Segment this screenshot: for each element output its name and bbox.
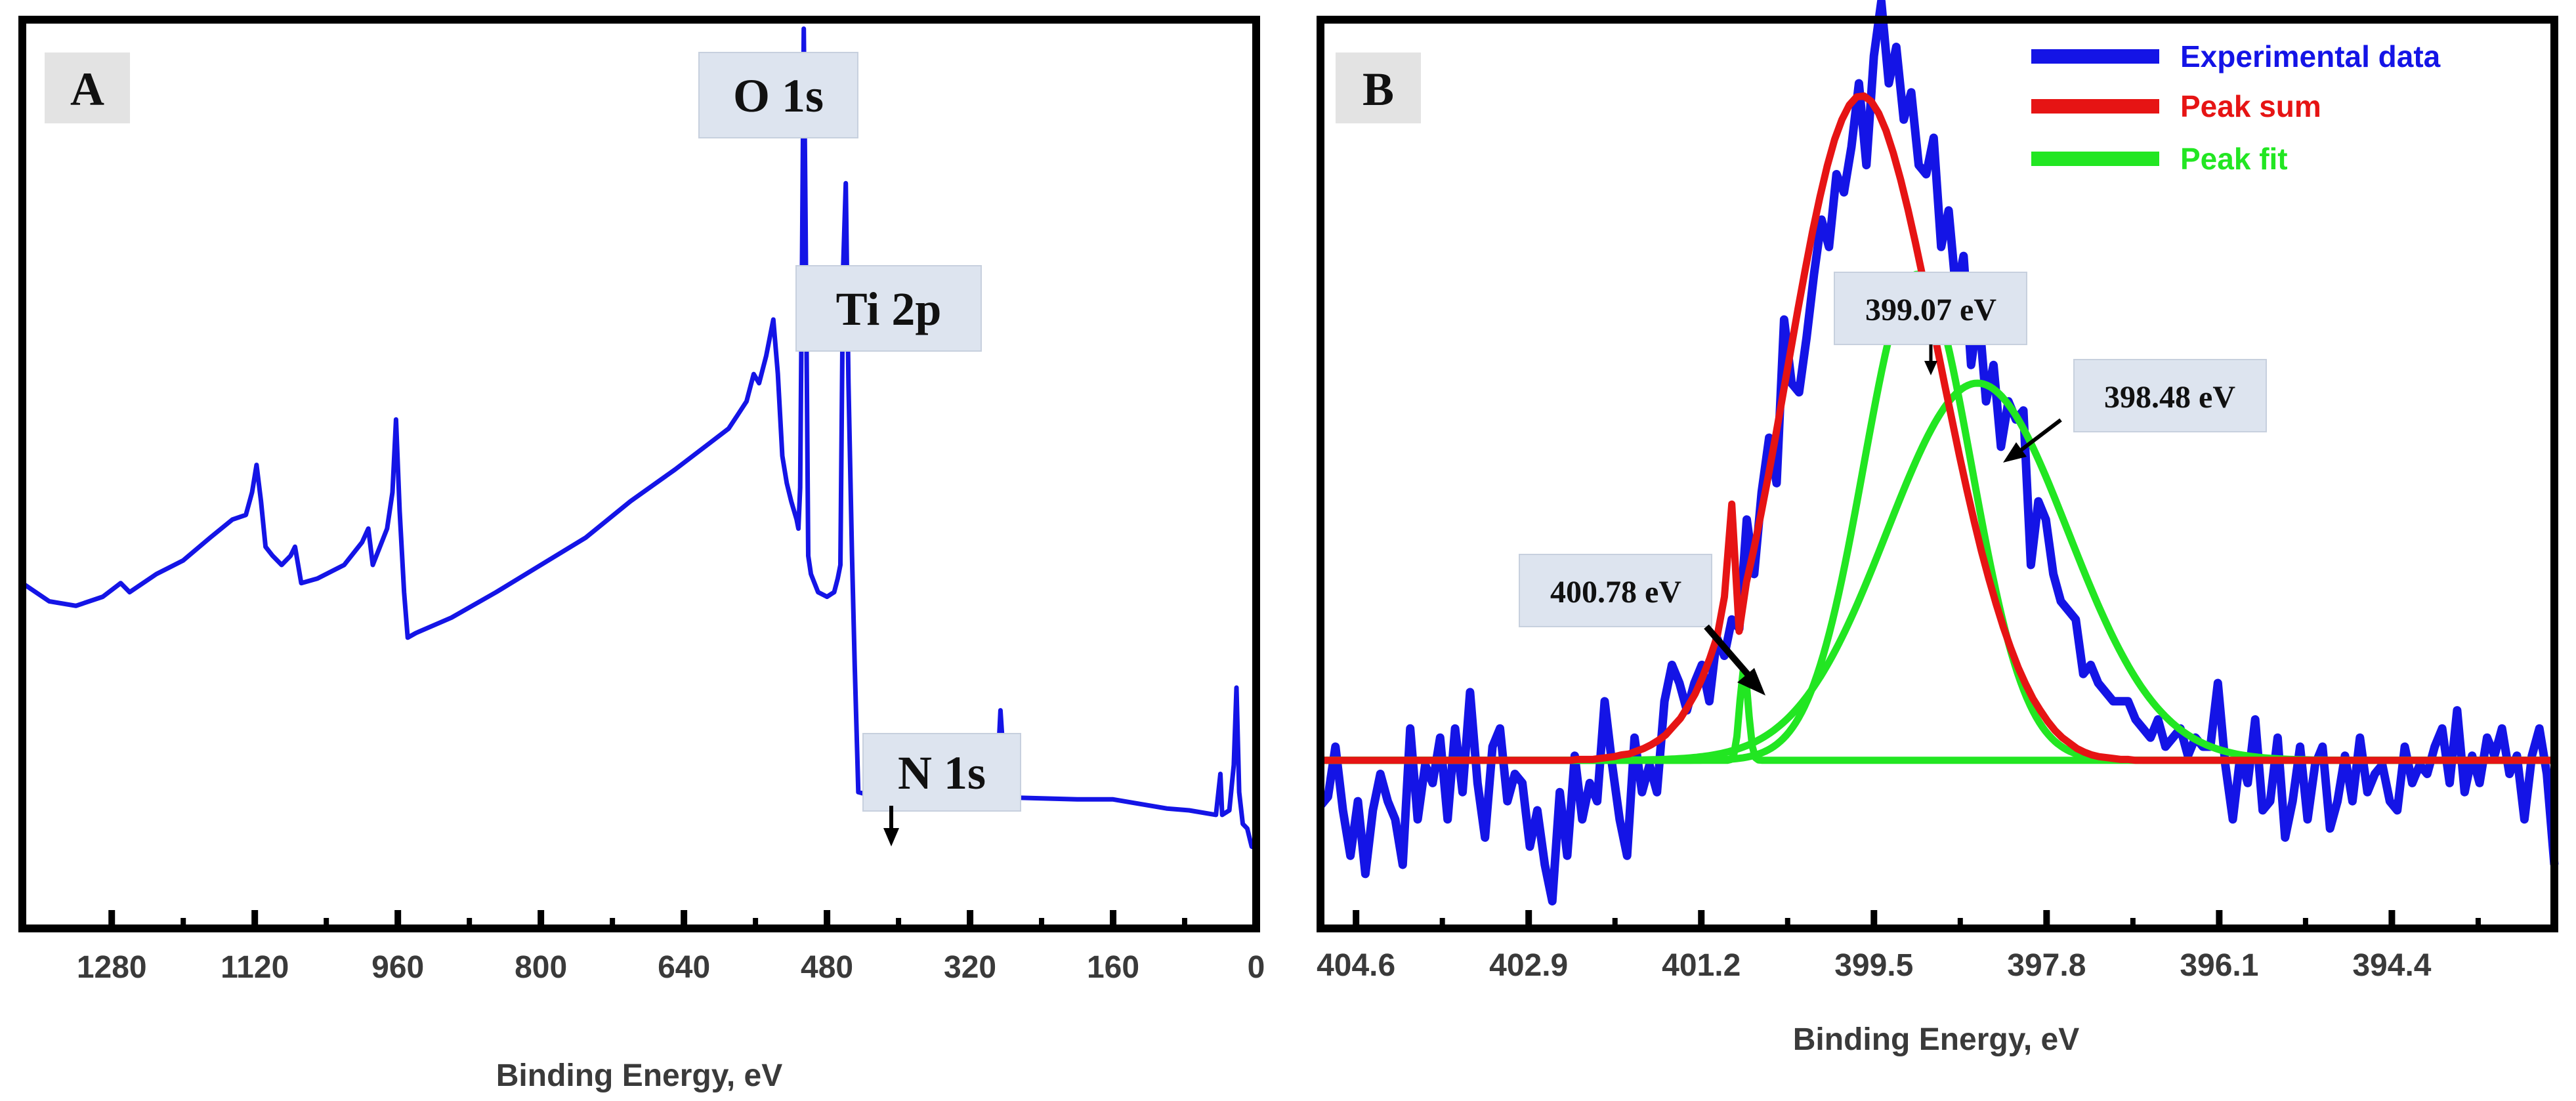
x-tick-label: 1280 [77,950,147,985]
x-tick-label: 0 [1248,950,1265,985]
annotation-o1s-box [698,52,858,138]
legend-label-peak-fit: Peak fit [2180,142,2288,176]
x-tick-label: 480 [801,950,853,985]
annotation-400-78-arrow-line [1704,624,1752,678]
annotation-398-48: 398.48 eV [2003,359,2267,463]
x-tick-label: 399.5 [1834,948,1913,983]
annotation-398-48-box [2073,359,2267,432]
panel-b-x-ticks: 404.6 402.9 401.2 399.5 397.8 396.1 394.4 [1317,910,2481,983]
annotation-400-78-label: 400.78 eV [1550,575,1681,610]
panel-a-plot-area [21,26,1257,851]
x-tick-label: 402.9 [1489,948,1568,983]
x-tick-label: 401.2 [1662,948,1741,983]
panel-b-label-box [1336,52,1421,123]
annotation-n1s-label: N 1s [898,747,986,799]
series-survey-line [21,26,1257,851]
x-tick-label: 1120 [221,950,289,985]
x-tick-label: 394.4 [2352,948,2431,983]
panel-a-label-box [45,52,130,123]
annotation-400-78: 400.78 eV [1519,554,1765,696]
annotation-o1s-label: O 1s [733,70,824,122]
series-experimental-line [1317,0,2559,905]
annotation-ti2p-box [795,265,982,352]
x-tick-label: 960 [371,950,424,985]
annotation-n1s-arrow-head [883,828,899,846]
annotation-400-78-box [1519,554,1712,627]
annotation-398-48-arrow-head [2003,442,2027,463]
annotation-n1s-box [862,733,1021,812]
annotation-399-07-box [1834,272,2027,345]
panel-a: 1280 1120 960 800 640 480 320 160 0 A O 1s Ti 2p… [18,16,1265,1093]
x-tick-label: 800 [515,950,567,985]
x-tick-label: 396.1 [2180,948,2258,983]
x-tick-label: 397.8 [2007,948,2086,983]
x-tick-label: 320 [944,950,996,985]
panel-b: 404.6 402.9 401.2 399.5 397.8 396.1 394.4 B Ex… [1317,0,2559,1057]
x-tick-label: 640 [658,950,710,985]
panel-b-x-axis-title: Binding Energy, eV [1793,1022,2080,1057]
panel-b-label: B [1362,63,1394,115]
annotation-399-07-label: 399.07 eV [1865,293,1996,327]
panel-b-plot-area [1317,0,2559,905]
series-peak-fit-3 [1320,379,2555,764]
x-tick-label: 404.6 [1317,948,1395,983]
annotation-ti2p-label: Ti 2p [836,283,942,335]
panel-a-x-axis-title: Binding Energy, eV [496,1058,783,1093]
annotation-400-78-arrow-head [1737,668,1765,696]
legend: Experimental data Peak sum Peak fit [2031,39,2441,176]
legend-label-peak-sum: Peak sum [2180,89,2321,123]
annotation-398-48-label: 398.48 eV [2104,380,2235,415]
panel-a-x-ticks: 1280 1120 960 800 640 480 320 160 0 [77,910,1265,985]
annotation-o1s: O 1s [698,52,858,138]
annotation-399-07-arrow-head [1924,361,1937,375]
x-tick-label: 160 [1087,950,1139,985]
panel-b-frame [1317,16,2558,932]
annotation-ti2p: Ti 2p [795,265,982,352]
annotation-398-48-arrow-line [2019,418,2062,453]
annotation-n1s: N 1s [862,733,1021,846]
panel-a-label: A [70,63,104,115]
annotation-399-07: 399.07 eV [1834,272,2027,375]
series-peak-sum-line [1320,92,2554,764]
legend-label-experimental: Experimental data [2180,39,2441,73]
panel-a-frame [18,16,1260,932]
